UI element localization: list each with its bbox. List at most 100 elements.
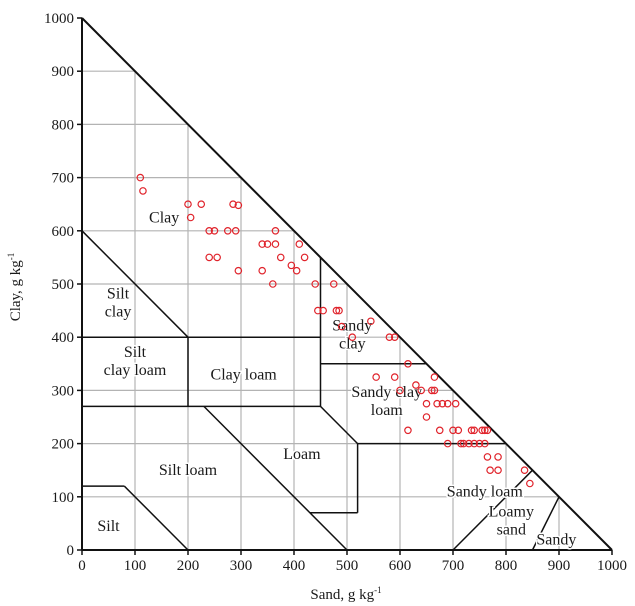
sample-point	[417, 386, 426, 395]
sample-point	[184, 200, 192, 209]
sample-point	[348, 333, 357, 342]
region-label: loam	[371, 402, 404, 419]
sample-point	[271, 240, 280, 248]
y-tick-label: 1000	[44, 11, 74, 27]
sample-point	[480, 439, 489, 448]
sample-point	[478, 426, 486, 435]
grid-lines	[82, 70, 560, 550]
region-label: Silt	[97, 518, 120, 535]
sample-point	[300, 253, 309, 262]
sample-point	[268, 280, 277, 288]
sample-point	[332, 306, 341, 315]
sample-point	[271, 227, 280, 235]
sample-point	[210, 227, 219, 235]
class-boundary-line	[81, 230, 189, 338]
sample-point	[234, 201, 243, 210]
sample-point	[287, 261, 296, 270]
sample-point	[139, 187, 147, 195]
sample-point	[234, 266, 243, 275]
x-tick-label: 300	[230, 558, 253, 574]
class-boundary-line	[319, 405, 359, 445]
sample-point	[258, 240, 267, 248]
sample-point	[335, 306, 343, 315]
sample-point	[483, 426, 492, 435]
region-label: Sandy clay	[351, 384, 422, 401]
sample-point	[433, 399, 441, 408]
sample-point	[404, 359, 412, 368]
class-boundary-line	[203, 405, 348, 551]
region-label: Sandy loam	[447, 483, 524, 500]
sample-point	[427, 386, 436, 395]
sample-point	[422, 413, 431, 421]
sample-point	[213, 253, 221, 262]
region-label: clay	[339, 336, 366, 353]
region-label: Silt	[124, 344, 147, 361]
sample-point	[494, 466, 502, 475]
sample-point	[329, 280, 338, 288]
sample-point	[263, 240, 272, 248]
sample-point	[136, 173, 145, 182]
sample-point	[459, 439, 468, 448]
sample-point	[443, 399, 452, 408]
sample-point	[292, 266, 301, 275]
sample-point	[372, 373, 380, 381]
x-axis-label: Sand, g kg-1	[310, 585, 381, 603]
sample-point	[486, 466, 494, 475]
x-tick-label: 700	[442, 558, 465, 574]
texture-class-boundaries	[81, 230, 560, 551]
region-label: Clay loam	[211, 366, 278, 383]
y-tick-label: 800	[52, 117, 75, 133]
sample-point	[231, 227, 240, 235]
y-tick-label: 900	[52, 64, 75, 80]
sample-point	[223, 227, 232, 235]
sample-point	[258, 266, 267, 275]
sample-point	[443, 439, 452, 448]
sample-point	[197, 200, 206, 209]
sample-point	[422, 399, 431, 408]
region-label: Sandy	[536, 531, 576, 548]
sample-point	[449, 426, 457, 435]
sample-point	[385, 333, 394, 342]
sample-point	[438, 399, 447, 408]
sample-point	[337, 322, 346, 331]
y-tick-label: 500	[52, 277, 75, 293]
sample-point	[475, 439, 484, 448]
sample-point	[470, 439, 479, 448]
sample-point	[430, 373, 439, 381]
y-tick-label: 300	[52, 383, 75, 399]
sample-point	[390, 373, 399, 381]
region-label: Loamy	[489, 504, 534, 521]
y-axis-label: Clay, g kg-1	[6, 253, 24, 322]
x-tick-label: 900	[548, 558, 571, 574]
sample-point	[467, 426, 476, 435]
sample-point	[412, 381, 420, 389]
sample-point	[390, 333, 399, 342]
class-boundary-line	[531, 496, 560, 551]
y-tick-label: 400	[52, 330, 75, 346]
x-tick-labels: 0 100 200 300 400 500 600 700 800 900 1000	[78, 550, 627, 574]
sample-point	[454, 426, 463, 435]
region-label: clay	[105, 304, 132, 321]
sample-point	[465, 439, 473, 448]
sample-point	[276, 253, 285, 262]
y-tick-label: 0	[67, 543, 75, 559]
x-tick-label: 600	[389, 558, 412, 574]
x-tick-label: 400	[283, 558, 306, 574]
region-label: clay loam	[104, 362, 167, 379]
sample-point	[470, 426, 479, 435]
y-tick-label: 600	[52, 224, 75, 240]
class-boundary-line	[123, 485, 189, 551]
region-label: Clay	[149, 210, 179, 227]
sample-point	[229, 200, 237, 209]
region-label: Loam	[283, 446, 321, 463]
sample-point	[494, 453, 502, 461]
sample-point	[451, 399, 460, 408]
x-tick-label: 1000	[597, 558, 627, 574]
y-tick-label: 200	[52, 437, 75, 453]
hypotenuse-line	[81, 17, 613, 551]
sample-point	[311, 280, 320, 288]
sample-point	[483, 453, 492, 461]
sample-point	[205, 253, 214, 262]
